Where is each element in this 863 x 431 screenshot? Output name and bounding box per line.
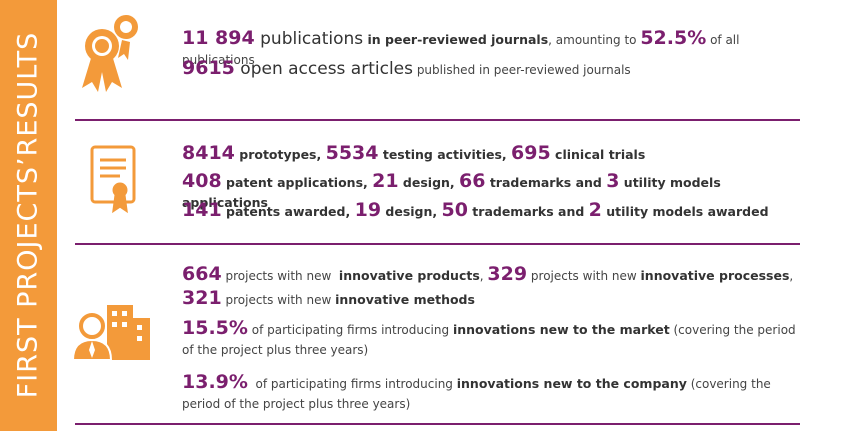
text-run: of participating firms introducing — [247, 323, 453, 337]
text-run: utility models applications — [182, 175, 726, 210]
text-run: innovative processes — [640, 268, 790, 283]
text-run: innovative methods — [335, 292, 475, 307]
figure: 5534 — [325, 142, 379, 164]
business-icon — [71, 305, 150, 361]
text-line: 408 patent applications, 21 design, 66 t… — [182, 171, 802, 213]
figure: 321 — [182, 287, 222, 309]
figure: 15.5% — [182, 317, 248, 339]
figure: 3 — [606, 170, 620, 192]
text-line: 11 894 publications in peer-reviewed jou… — [182, 28, 802, 70]
text-line: 664 projects with new innovative product… — [182, 264, 802, 286]
text-run: (covering the period of the project plus… — [182, 323, 800, 357]
text-run: (covering the period of the project plus… — [182, 377, 775, 411]
text-run: projects with new — [221, 293, 336, 307]
text-run: testing activities, — [378, 147, 512, 162]
figure: 66 — [459, 170, 486, 192]
text-run: publications — [254, 29, 364, 49]
figure: 50 — [441, 199, 468, 221]
text-run: trademarks and — [467, 204, 589, 219]
text-run: prototypes, — [234, 147, 326, 162]
divider — [75, 243, 800, 245]
figure: 664 — [182, 263, 222, 285]
text-run: open access articles — [234, 59, 413, 79]
text-run: of all publications — [182, 33, 744, 67]
figure: 13.9% — [182, 371, 248, 393]
figure: 141 — [182, 199, 222, 221]
text-run: of participating firms introducing — [247, 377, 457, 391]
figure: 9615 — [182, 57, 235, 79]
text-run: projects with new — [221, 269, 339, 283]
text-run: , — [789, 269, 794, 283]
text-run: innovations new to the market — [452, 322, 670, 337]
figure: 21 — [372, 170, 399, 192]
text-run: published in peer-reviewed journals — [413, 63, 631, 77]
award-icon — [82, 15, 138, 92]
text-line: 141 patents awarded, 19 design, 50 trade… — [182, 200, 802, 222]
text-run: projects with new — [527, 269, 641, 283]
text-run: patent applications, — [221, 175, 373, 190]
text-run: design, — [398, 175, 460, 190]
figure: 8414 — [182, 142, 235, 164]
text-run: design, — [381, 204, 442, 219]
figure: 695 — [511, 142, 551, 164]
text-line: 15.5% of participating firms introducing… — [182, 318, 802, 360]
figure: 329 — [487, 263, 528, 285]
text-run: innovative products — [338, 268, 480, 283]
text-run: , amounting to — [548, 33, 641, 47]
text-line: 321 projects with new innovative methods — [182, 288, 802, 310]
figure: 11 894 — [182, 27, 255, 49]
text-run: patents awarded, — [221, 204, 355, 219]
figure: 408 — [182, 170, 222, 192]
text-line: 8414 prototypes, 5534 testing activities… — [182, 143, 802, 165]
sidebar: FIRST PROJECTS’RESULTS — [0, 0, 57, 431]
text-run: in peer-reviewed journals — [363, 32, 549, 47]
figure: 2 — [588, 199, 602, 221]
divider — [75, 423, 800, 425]
divider — [75, 119, 800, 121]
figure: 19 — [354, 199, 382, 221]
text-run: utility models awarded — [601, 204, 769, 219]
text-run: innovations new to the company — [456, 376, 687, 391]
text-run: , — [479, 269, 488, 283]
text-run: trademarks and — [485, 175, 607, 190]
text-run: clinical trials — [550, 147, 646, 162]
text-line: 13.9% of participating firms introducing… — [182, 372, 802, 414]
figure: 52.5% — [640, 27, 707, 49]
certificate-icon — [90, 145, 136, 214]
text-line: 9615 open access articles published in p… — [182, 58, 802, 80]
